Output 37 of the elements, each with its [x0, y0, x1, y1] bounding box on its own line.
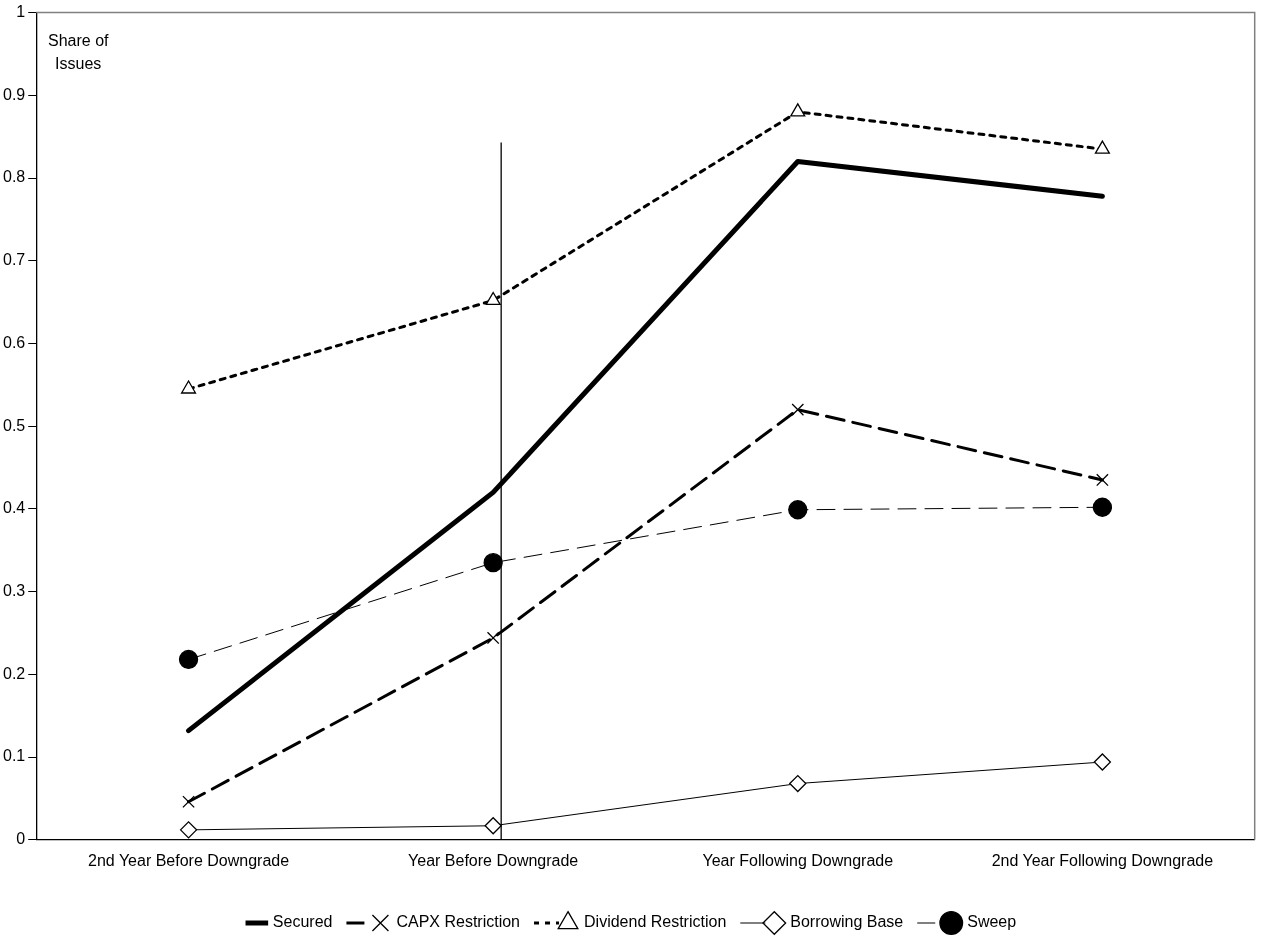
- point: [182, 795, 195, 809]
- y-axis-title: Share of Issues: [48, 32, 110, 73]
- point: [1094, 140, 1110, 154]
- legend-label: Borrowing Base: [790, 913, 904, 931]
- y-tick-label: 0.1: [2, 747, 26, 765]
- point: [180, 380, 197, 394]
- point: [179, 821, 198, 839]
- y-tick-label: 0.7: [2, 251, 26, 269]
- point: [788, 500, 808, 520]
- point: [1096, 473, 1109, 487]
- point: [790, 103, 806, 117]
- x-tick-label: 2nd Year Before Downgrade: [88, 851, 290, 869]
- point: [791, 403, 805, 416]
- y-tick-label: 0.4: [2, 499, 26, 517]
- point: [484, 817, 502, 835]
- point: [483, 553, 503, 573]
- y-tick-label: 0: [16, 830, 26, 848]
- point: [485, 291, 501, 306]
- point: [1092, 497, 1113, 517]
- y-tick-label: 0.8: [2, 168, 26, 186]
- legend-label: Sweep: [967, 913, 1017, 931]
- legend-label: Secured: [272, 913, 333, 931]
- x-tick-label: Year Following Downgrade: [702, 851, 894, 869]
- point: [789, 774, 807, 793]
- y-tick-label: 0.6: [2, 333, 26, 351]
- point: [178, 649, 199, 670]
- y-tick-label: 0.2: [2, 664, 26, 682]
- y-tick-label: 0.9: [2, 85, 26, 103]
- legend-label: Dividend Restriction: [584, 913, 727, 931]
- x-tick-label: 2nd Year Following Downgrade: [991, 851, 1214, 869]
- x-tick-label: Year Before Downgrade: [408, 851, 579, 869]
- point: [486, 631, 500, 645]
- y-tick-label: 0.3: [2, 582, 26, 600]
- y-tick-label: 0.5: [2, 416, 26, 434]
- y-tick-label: 1: [16, 3, 26, 21]
- point: [1093, 753, 1112, 771]
- legend-label: CAPX Restriction: [396, 913, 521, 931]
